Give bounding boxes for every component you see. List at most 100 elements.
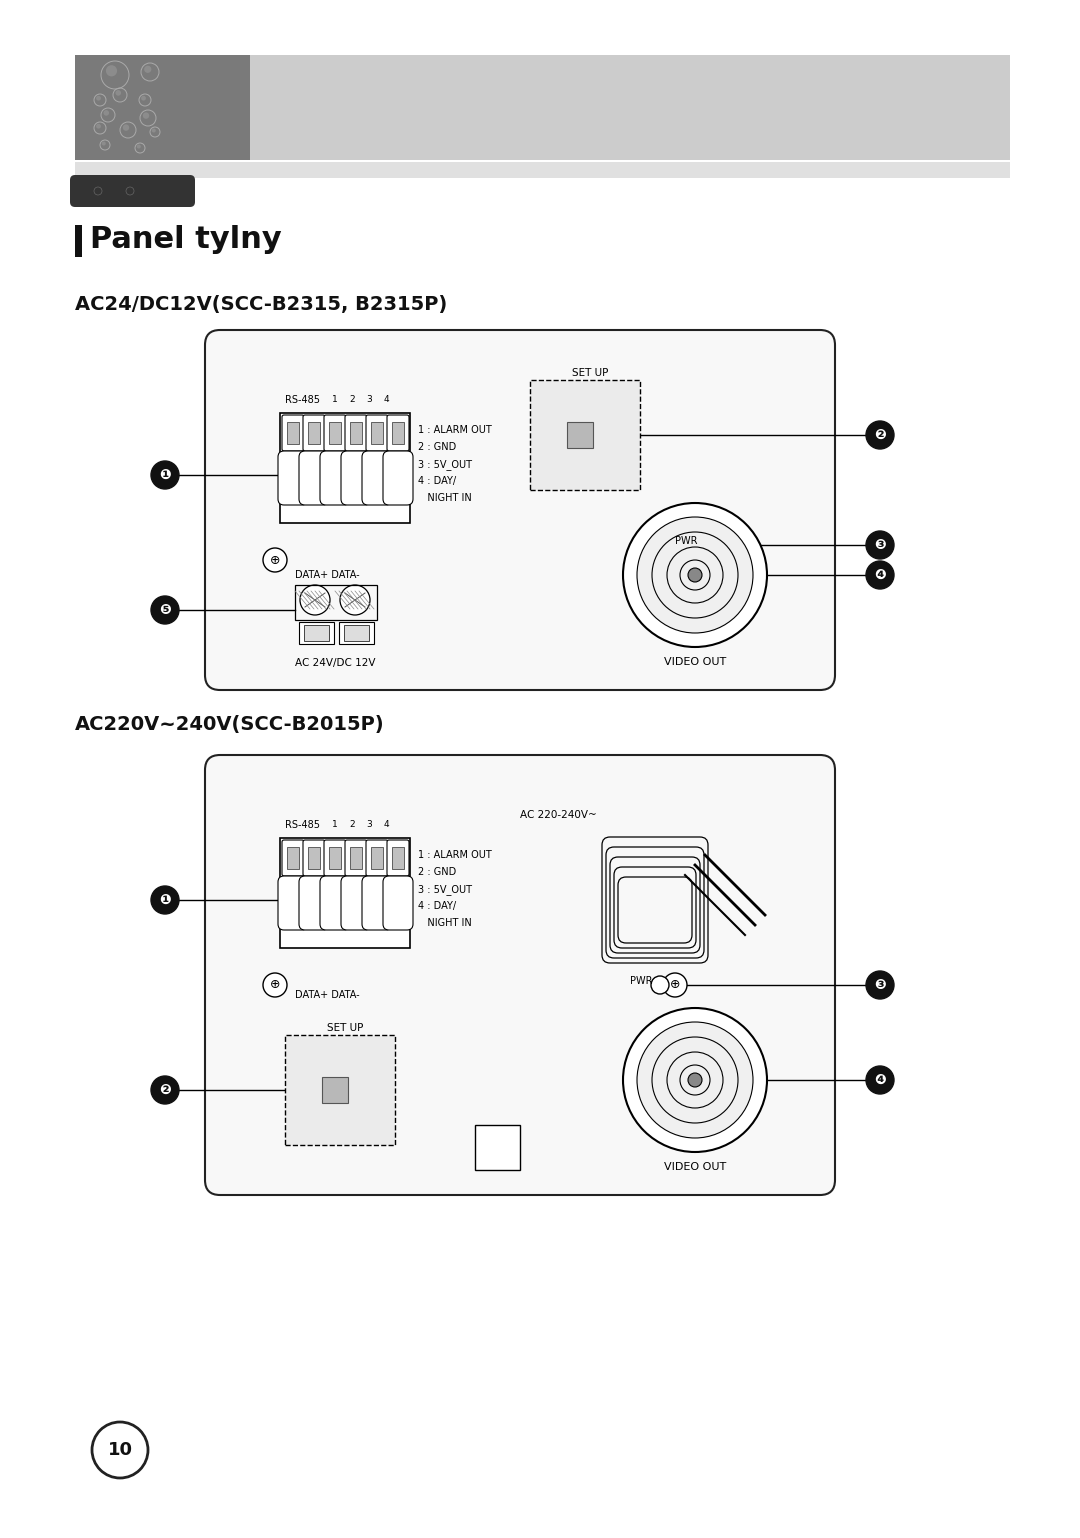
Circle shape [866, 531, 894, 558]
Circle shape [652, 532, 738, 618]
Bar [255, 55, 257, 160]
Bar [308, 847, 320, 869]
Bar [275, 55, 278, 160]
FancyBboxPatch shape [303, 415, 325, 451]
Text: 4: 4 [383, 820, 389, 829]
Bar [372, 847, 383, 869]
FancyBboxPatch shape [387, 415, 409, 451]
Text: 2 : GND: 2 : GND [418, 441, 456, 452]
Bar [350, 847, 362, 869]
FancyBboxPatch shape [345, 415, 367, 451]
FancyBboxPatch shape [366, 415, 388, 451]
Bar [350, 421, 362, 444]
Bar [270, 55, 271, 160]
Circle shape [866, 970, 894, 1000]
Bar [299, 621, 334, 644]
Bar [322, 55, 324, 160]
Bar [249, 55, 252, 160]
FancyBboxPatch shape [345, 840, 367, 877]
Bar [301, 55, 303, 160]
Text: ❸: ❸ [874, 538, 886, 552]
Circle shape [151, 597, 179, 624]
FancyBboxPatch shape [299, 451, 329, 504]
Circle shape [96, 123, 100, 129]
FancyBboxPatch shape [299, 877, 329, 930]
Bar [265, 55, 267, 160]
FancyBboxPatch shape [324, 840, 346, 877]
Bar [307, 55, 309, 160]
Circle shape [141, 95, 146, 100]
Bar [372, 421, 383, 444]
Text: 4 : DAY/: 4 : DAY/ [418, 475, 456, 486]
Circle shape [651, 977, 669, 994]
Bar [280, 838, 410, 947]
Text: AC220V~240V(SCC-B2015P): AC220V~240V(SCC-B2015P) [75, 715, 384, 734]
Circle shape [300, 584, 330, 615]
Text: 1: 1 [333, 820, 338, 829]
Circle shape [137, 145, 140, 149]
Text: 2: 2 [349, 820, 355, 829]
FancyBboxPatch shape [362, 451, 392, 504]
FancyBboxPatch shape [383, 877, 413, 930]
Bar [316, 55, 318, 160]
Bar [280, 55, 282, 160]
Bar [75, 161, 1010, 178]
FancyBboxPatch shape [303, 840, 325, 877]
Bar [262, 55, 264, 160]
Circle shape [102, 141, 106, 146]
Circle shape [151, 886, 179, 914]
Text: ⊕: ⊕ [270, 978, 280, 992]
Bar [279, 55, 281, 160]
FancyBboxPatch shape [70, 175, 195, 208]
FancyBboxPatch shape [282, 415, 303, 451]
Bar [475, 1124, 519, 1170]
Text: ❷: ❷ [159, 1083, 171, 1097]
Text: ❶: ❶ [159, 894, 171, 907]
Text: 1: 1 [333, 395, 338, 404]
Bar [530, 380, 640, 491]
Circle shape [143, 112, 149, 118]
Bar [345, 624, 369, 641]
Bar [75, 225, 82, 257]
Bar [329, 421, 341, 444]
Circle shape [637, 517, 753, 634]
Bar [284, 55, 286, 160]
Bar [303, 624, 329, 641]
Bar [282, 55, 283, 160]
Bar [291, 55, 293, 160]
Bar [252, 55, 254, 160]
Circle shape [652, 1037, 738, 1123]
Circle shape [637, 1021, 753, 1138]
Bar [287, 421, 299, 444]
Text: ❹: ❹ [874, 1074, 886, 1087]
Text: DATA+ DATA-: DATA+ DATA- [295, 990, 360, 1000]
Bar [297, 55, 298, 160]
Text: 3 : 5V_OUT: 3 : 5V_OUT [418, 884, 472, 895]
Text: ❶: ❶ [159, 468, 171, 481]
Bar [321, 55, 323, 160]
Text: Panel tylny: Panel tylny [90, 225, 282, 254]
Circle shape [152, 129, 156, 132]
Circle shape [104, 111, 109, 115]
FancyBboxPatch shape [205, 331, 835, 691]
Text: ❸: ❸ [874, 978, 886, 992]
Text: NIGHT IN: NIGHT IN [418, 918, 472, 927]
FancyBboxPatch shape [341, 451, 372, 504]
FancyBboxPatch shape [383, 451, 413, 504]
Bar [298, 55, 300, 160]
Text: SET UP: SET UP [327, 1023, 364, 1034]
Circle shape [663, 974, 687, 997]
Circle shape [264, 548, 287, 572]
FancyBboxPatch shape [362, 877, 392, 930]
Circle shape [866, 1066, 894, 1094]
Bar [276, 55, 279, 160]
Circle shape [688, 1074, 702, 1087]
Circle shape [866, 421, 894, 449]
Bar [295, 584, 377, 620]
Bar [253, 55, 255, 160]
Text: RS-485: RS-485 [285, 820, 320, 831]
Circle shape [264, 974, 287, 997]
Bar [310, 55, 312, 160]
Bar [324, 55, 325, 160]
Circle shape [151, 1077, 179, 1104]
